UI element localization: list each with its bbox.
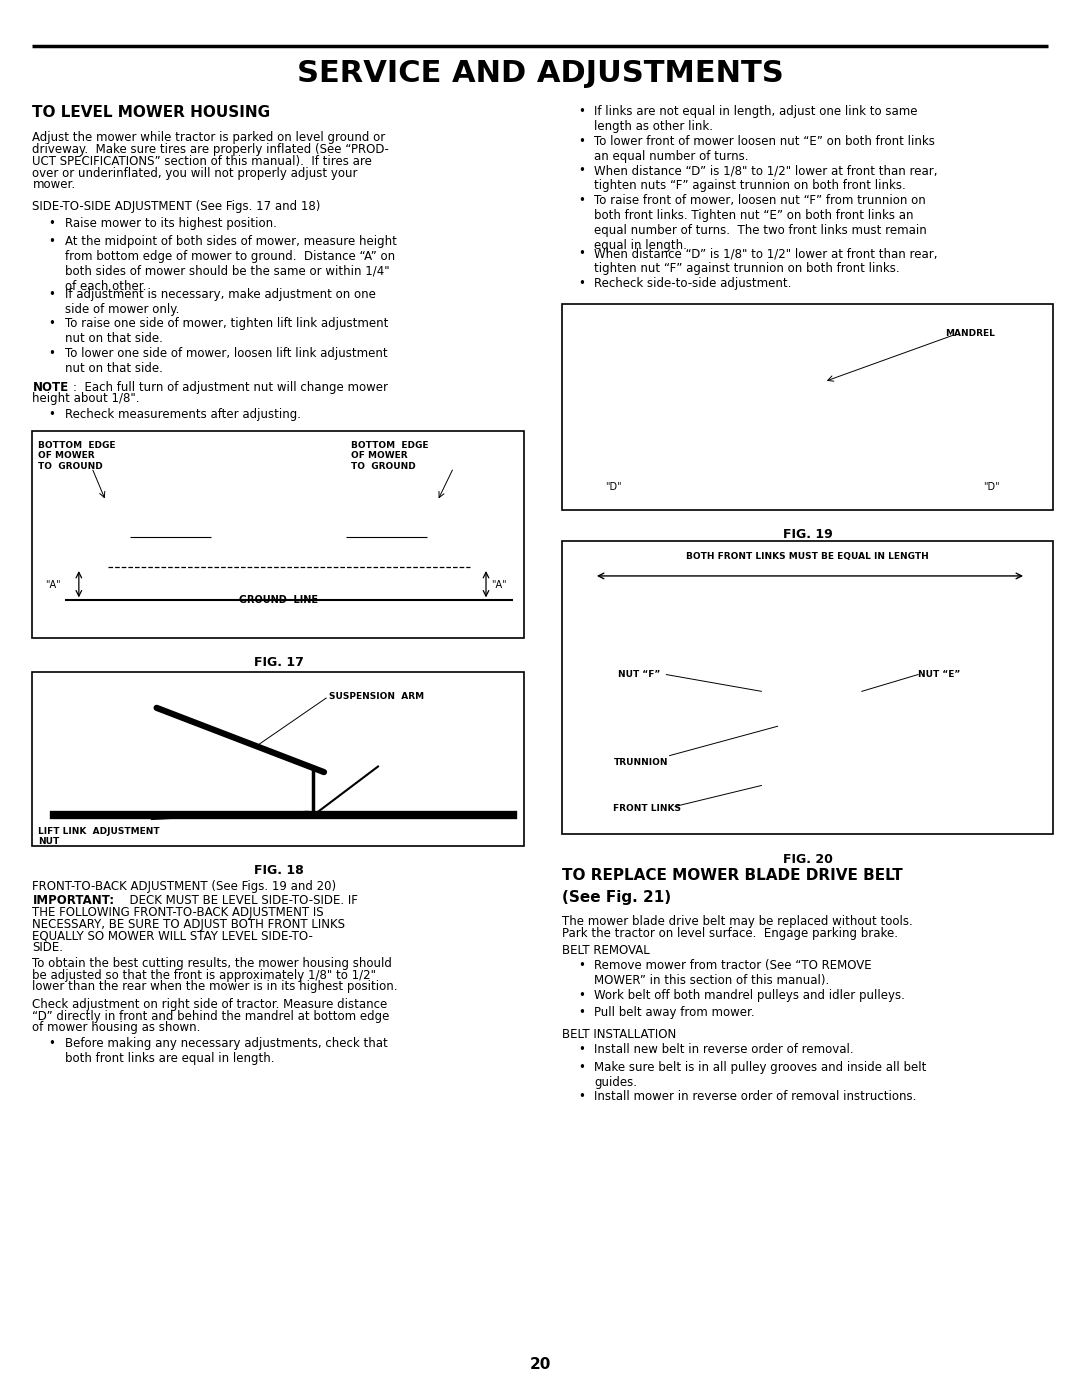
Text: UCT SPECIFICATIONS” section of this manual).  If tires are: UCT SPECIFICATIONS” section of this manu… (32, 155, 373, 168)
Text: FIG. 18: FIG. 18 (254, 865, 303, 877)
Text: Install mower in reverse order of removal instructions.: Install mower in reverse order of remova… (594, 1090, 916, 1104)
Text: The mower blade drive belt may be replaced without tools.: The mower blade drive belt may be replac… (562, 915, 913, 929)
Text: Recheck measurements after adjusting.: Recheck measurements after adjusting. (65, 408, 301, 422)
Bar (32, 672, 524, 847)
Text: •: • (49, 217, 55, 231)
Text: SERVICE AND ADJUSTMENTS: SERVICE AND ADJUSTMENTS (297, 59, 783, 88)
Circle shape (149, 698, 164, 718)
Text: •: • (49, 235, 55, 247)
Text: SIDE-TO-SIDE ADJUSTMENT (See Figs. 17 and 18): SIDE-TO-SIDE ADJUSTMENT (See Figs. 17 an… (32, 200, 321, 212)
Bar (562, 541, 1053, 834)
Text: •: • (578, 277, 584, 291)
Text: mower.: mower. (32, 179, 76, 191)
Text: •: • (578, 247, 584, 260)
Text: •: • (49, 408, 55, 422)
Text: "A": "A" (491, 580, 507, 590)
Bar (32, 432, 524, 638)
Text: Pull belt away from mower.: Pull belt away from mower. (594, 1006, 755, 1020)
Text: MANDREL: MANDREL (945, 328, 995, 338)
Text: FIG. 20: FIG. 20 (783, 852, 833, 866)
Text: •: • (578, 105, 584, 117)
Text: When distance “D” is 1/8" to 1/2" lower at front than rear,
tighten nuts “F” aga: When distance “D” is 1/8" to 1/2" lower … (594, 165, 937, 193)
Text: Recheck side-to-side adjustment.: Recheck side-to-side adjustment. (594, 277, 792, 291)
Text: :  Each full turn of adjustment nut will change mower: : Each full turn of adjustment nut will … (73, 380, 389, 394)
Text: To raise one side of mower, tighten lift link adjustment
nut on that side.: To raise one side of mower, tighten lift… (65, 317, 388, 345)
Text: lower than the rear when the mower is in its highest position.: lower than the rear when the mower is in… (32, 981, 397, 993)
Text: TO REPLACE MOWER BLADE DRIVE BELT: TO REPLACE MOWER BLADE DRIVE BELT (562, 868, 903, 883)
Text: If links are not equal in length, adjust one link to same
length as other link.: If links are not equal in length, adjust… (594, 105, 918, 133)
Text: BOTH FRONT LINKS MUST BE EQUAL IN LENGTH: BOTH FRONT LINKS MUST BE EQUAL IN LENGTH (687, 552, 929, 562)
Text: "D": "D" (605, 482, 621, 492)
Text: “D” directly in front and behind the mandrel at bottom edge: “D” directly in front and behind the man… (32, 1010, 390, 1023)
Text: DECK MUST BE LEVEL SIDE-TO-SIDE. IF: DECK MUST BE LEVEL SIDE-TO-SIDE. IF (122, 894, 357, 907)
Circle shape (795, 390, 821, 423)
Text: BOTTOM  EDGE
OF MOWER
TO  GROUND: BOTTOM EDGE OF MOWER TO GROUND (351, 441, 429, 471)
Text: •: • (578, 1060, 584, 1074)
Text: NOTE: NOTE (32, 380, 68, 394)
Text: To lower front of mower loosen nut “E” on both front links
an equal number of tu: To lower front of mower loosen nut “E” o… (594, 134, 935, 162)
Text: TRUNNION: TRUNNION (613, 759, 667, 767)
Text: To raise front of mower, loosen nut “F” from trunnion on
both front links. Tight: To raise front of mower, loosen nut “F” … (594, 194, 927, 251)
Text: IMPORTANT:: IMPORTANT: (32, 894, 114, 907)
Text: BOTTOM  EDGE
OF MOWER
TO  GROUND: BOTTOM EDGE OF MOWER TO GROUND (38, 441, 116, 471)
Text: If adjustment is necessary, make adjustment on one
side of mower only.: If adjustment is necessary, make adjustm… (65, 288, 376, 316)
Text: GROUND  LINE: GROUND LINE (239, 595, 319, 605)
Text: over or underinflated, you will not properly adjust your: over or underinflated, you will not prop… (32, 166, 357, 179)
Text: driveway.  Make sure tires are properly inflated (See “PROD-: driveway. Make sure tires are properly i… (32, 142, 389, 156)
Bar (562, 303, 1053, 510)
Text: BELT REMOVAL: BELT REMOVAL (562, 944, 649, 957)
Text: •: • (578, 1042, 584, 1056)
Text: BELT INSTALLATION: BELT INSTALLATION (562, 1028, 676, 1041)
Text: When distance “D” is 1/8" to 1/2" lower at front than rear,
tighten nut “F” agai: When distance “D” is 1/8" to 1/2" lower … (594, 247, 937, 275)
Text: "D": "D" (983, 482, 999, 492)
Ellipse shape (767, 659, 849, 736)
Text: •: • (49, 1037, 55, 1051)
Text: SIDE.: SIDE. (32, 942, 64, 954)
Text: •: • (578, 194, 584, 207)
Text: NECESSARY, BE SURE TO ADJUST BOTH FRONT LINKS: NECESSARY, BE SURE TO ADJUST BOTH FRONT … (32, 918, 346, 930)
Text: NUT “E”: NUT “E” (918, 671, 960, 679)
Text: •: • (578, 1090, 584, 1104)
Text: Park the tractor on level surface.  Engage parking brake.: Park the tractor on level surface. Engag… (562, 928, 897, 940)
Text: Make sure belt is in all pulley grooves and inside all belt
guides.: Make sure belt is in all pulley grooves … (594, 1060, 927, 1088)
Text: Before making any necessary adjustments, check that
both front links are equal i: Before making any necessary adjustments,… (65, 1037, 388, 1065)
Text: Check adjustment on right side of tractor. Measure distance: Check adjustment on right side of tracto… (32, 997, 388, 1011)
Bar (214, 453, 343, 548)
Text: FIG. 19: FIG. 19 (783, 528, 833, 542)
Text: •: • (49, 317, 55, 331)
Polygon shape (786, 712, 829, 759)
Text: TO LEVEL MOWER HOUSING: TO LEVEL MOWER HOUSING (32, 105, 270, 120)
Text: LIFT LINK  ADJUSTMENT
NUT: LIFT LINK ADJUSTMENT NUT (38, 827, 160, 847)
Text: height about 1/8".: height about 1/8". (32, 393, 140, 405)
Text: FRONT-TO-BACK ADJUSTMENT (See Figs. 19 and 20): FRONT-TO-BACK ADJUSTMENT (See Figs. 19 a… (32, 880, 337, 893)
Text: •: • (578, 165, 584, 177)
Text: Raise mower to its highest position.: Raise mower to its highest position. (65, 217, 276, 231)
Text: •: • (578, 958, 584, 972)
Text: be adjusted so that the front is approximately 1/8" to 1/2": be adjusted so that the front is approxi… (32, 968, 377, 982)
Text: THE FOLLOWING FRONT-TO-BACK ADJUSTMENT IS: THE FOLLOWING FRONT-TO-BACK ADJUSTMENT I… (32, 905, 324, 919)
Text: of mower housing as shown.: of mower housing as shown. (32, 1021, 201, 1034)
Text: •: • (578, 989, 584, 1002)
Text: EQUALLY SO MOWER WILL STAY LEVEL SIDE-TO-: EQUALLY SO MOWER WILL STAY LEVEL SIDE-TO… (32, 929, 313, 943)
Text: Adjust the mower while tractor is parked on level ground or: Adjust the mower while tractor is parked… (32, 131, 386, 144)
Text: To lower one side of mower, loosen lift link adjustment
nut on that side.: To lower one side of mower, loosen lift … (65, 346, 388, 374)
Text: To obtain the best cutting results, the mower housing should: To obtain the best cutting results, the … (32, 957, 392, 970)
Bar (225, 766, 234, 778)
Text: FRONT LINKS: FRONT LINKS (613, 803, 681, 813)
Text: SUSPENSION  ARM: SUSPENSION ARM (329, 693, 424, 701)
Text: "A": "A" (45, 580, 60, 590)
Text: •: • (578, 1006, 584, 1020)
Text: Remove mower from tractor (See “TO REMOVE
MOWER” in this section of this manual): Remove mower from tractor (See “TO REMOV… (594, 958, 872, 988)
Text: Install new belt in reverse order of removal.: Install new belt in reverse order of rem… (594, 1042, 853, 1056)
Text: NUT “F”: NUT “F” (618, 671, 660, 679)
Text: FIG. 17: FIG. 17 (254, 657, 303, 669)
Text: Work belt off both mandrel pulleys and idler pulleys.: Work belt off both mandrel pulleys and i… (594, 989, 905, 1002)
Text: 20: 20 (529, 1356, 551, 1372)
Text: •: • (49, 288, 55, 300)
Text: (See Fig. 21): (See Fig. 21) (562, 890, 671, 905)
Text: •: • (49, 346, 55, 360)
Text: At the midpoint of both sides of mower, measure height
from bottom edge of mower: At the midpoint of both sides of mower, … (65, 235, 396, 293)
Text: •: • (578, 134, 584, 148)
